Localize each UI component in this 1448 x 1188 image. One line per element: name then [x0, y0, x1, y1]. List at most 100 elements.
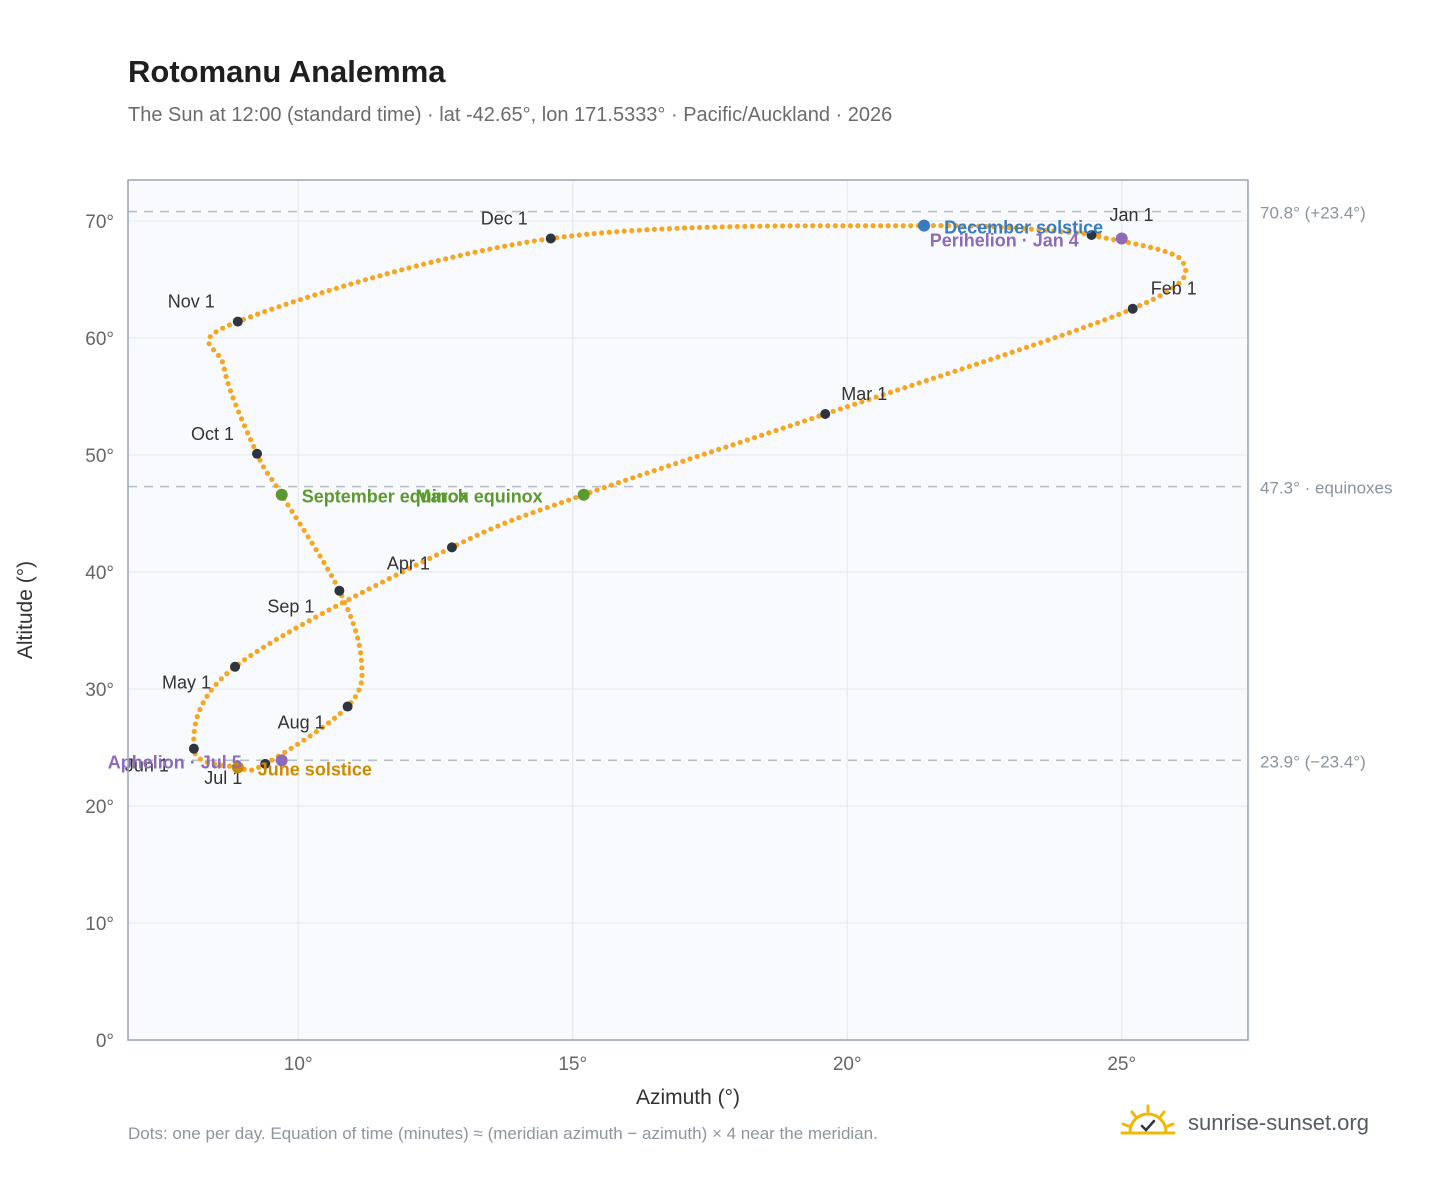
event-label: December solstice: [944, 218, 1103, 238]
daily-dot: [976, 223, 982, 229]
month-marker: [545, 233, 556, 244]
daily-dot: [923, 378, 929, 384]
daily-dot: [355, 279, 361, 285]
daily-dot: [488, 526, 494, 532]
y-tick-label: 30°: [85, 680, 114, 701]
daily-dot: [615, 480, 622, 486]
daily-dot: [297, 296, 304, 303]
daily-dot: [191, 728, 197, 734]
daily-dot: [1095, 319, 1101, 326]
daily-dot: [817, 223, 823, 229]
month-marker: [230, 661, 241, 672]
daily-dot: [558, 499, 565, 506]
daily-dot: [606, 229, 612, 235]
x-tick-label: 10°: [284, 1054, 313, 1075]
daily-dot: [744, 437, 750, 443]
daily-dot: [353, 593, 359, 599]
daily-dot: [930, 222, 936, 229]
daily-dot: [734, 223, 740, 230]
daily-dot: [494, 245, 500, 251]
daily-dot: [544, 504, 550, 511]
reference-lines: 70.8° (+23.4°) 47.3° · equinoxes 23.9° (−2…: [128, 204, 1393, 771]
daily-dot: [909, 382, 915, 388]
daily-dot: [809, 415, 815, 422]
daily-dot: [569, 233, 575, 239]
daily-dot: [608, 482, 614, 488]
daily-dot: [413, 263, 419, 269]
daily-dot: [359, 589, 366, 595]
daily-dot: [584, 231, 590, 237]
daily-dot: [465, 251, 471, 257]
daily-dot: [644, 470, 650, 476]
daily-dot: [313, 547, 319, 553]
month-label: Jan 1: [1110, 205, 1154, 225]
daily-dot: [273, 636, 280, 643]
daily-dot: [1002, 352, 1008, 358]
daily-dot: [221, 366, 227, 372]
daily-dot: [1133, 241, 1139, 247]
daily-dot: [666, 226, 673, 232]
daily-dot: [321, 559, 327, 566]
daily-dot: [855, 223, 861, 229]
daily-dot: [435, 257, 441, 264]
daily-dot: [644, 227, 650, 233]
daily-dot: [704, 224, 710, 230]
daily-dot: [916, 380, 922, 386]
reference-line-label: 23.9° (−23.4°): [1260, 752, 1366, 771]
daily-dot: [1059, 332, 1065, 338]
daily-dot: [1155, 246, 1161, 252]
daily-dot: [1073, 230, 1080, 236]
daily-dot: [286, 629, 293, 635]
daily-dot: [236, 409, 242, 415]
daily-dot: [297, 521, 303, 527]
event-marker: [231, 761, 244, 774]
daily-dot: [413, 562, 419, 568]
month-label: Mar 1: [841, 384, 887, 404]
daily-dot: [636, 227, 642, 233]
daily-dot: [751, 435, 758, 441]
daily-dot: [530, 509, 536, 516]
daily-dot: [1058, 228, 1065, 235]
daily-dot: [1170, 285, 1176, 291]
daily-dot: [1162, 248, 1168, 255]
daily-dot: [629, 228, 635, 234]
daily-dot: [269, 476, 275, 483]
x-tick-label: 15°: [558, 1054, 587, 1075]
month-label: Aug 1: [278, 713, 325, 733]
daily-dot: [355, 635, 361, 641]
daily-dot: [719, 224, 725, 230]
daily-dot: [680, 458, 686, 464]
daily-dot: [333, 285, 340, 291]
daily-dot: [764, 223, 771, 229]
daily-dot: [204, 693, 210, 699]
daily-dot: [332, 579, 338, 585]
daily-dot: [346, 596, 352, 602]
daily-dot: [326, 607, 332, 613]
daily-dot: [331, 715, 338, 721]
daily-dot: [859, 399, 865, 405]
plot-area: [128, 180, 1248, 1040]
daily-dot: [391, 269, 398, 275]
daily-dot: [551, 502, 557, 508]
daily-dot: [1147, 244, 1154, 250]
daily-dot: [945, 370, 951, 377]
daily-dot: [665, 463, 672, 469]
daily-dot: [674, 225, 680, 231]
daily-dot: [1176, 280, 1182, 286]
daily-dot: [225, 381, 231, 387]
daily-dot: [810, 223, 816, 229]
month-marker: [342, 701, 353, 712]
daily-dot: [952, 368, 958, 374]
daily-dot: [215, 352, 222, 358]
daily-dot: [900, 223, 906, 229]
daily-dot: [893, 223, 899, 229]
daily-dot: [509, 517, 515, 523]
daily-dot: [341, 283, 347, 289]
daily-dot: [1016, 347, 1022, 353]
y-tick-label: 40°: [85, 563, 114, 584]
daily-dot: [1164, 289, 1170, 295]
daily-dot: [213, 681, 219, 687]
month-marker: [334, 585, 345, 596]
daily-dot: [737, 439, 743, 445]
daily-dot: [1157, 293, 1163, 299]
